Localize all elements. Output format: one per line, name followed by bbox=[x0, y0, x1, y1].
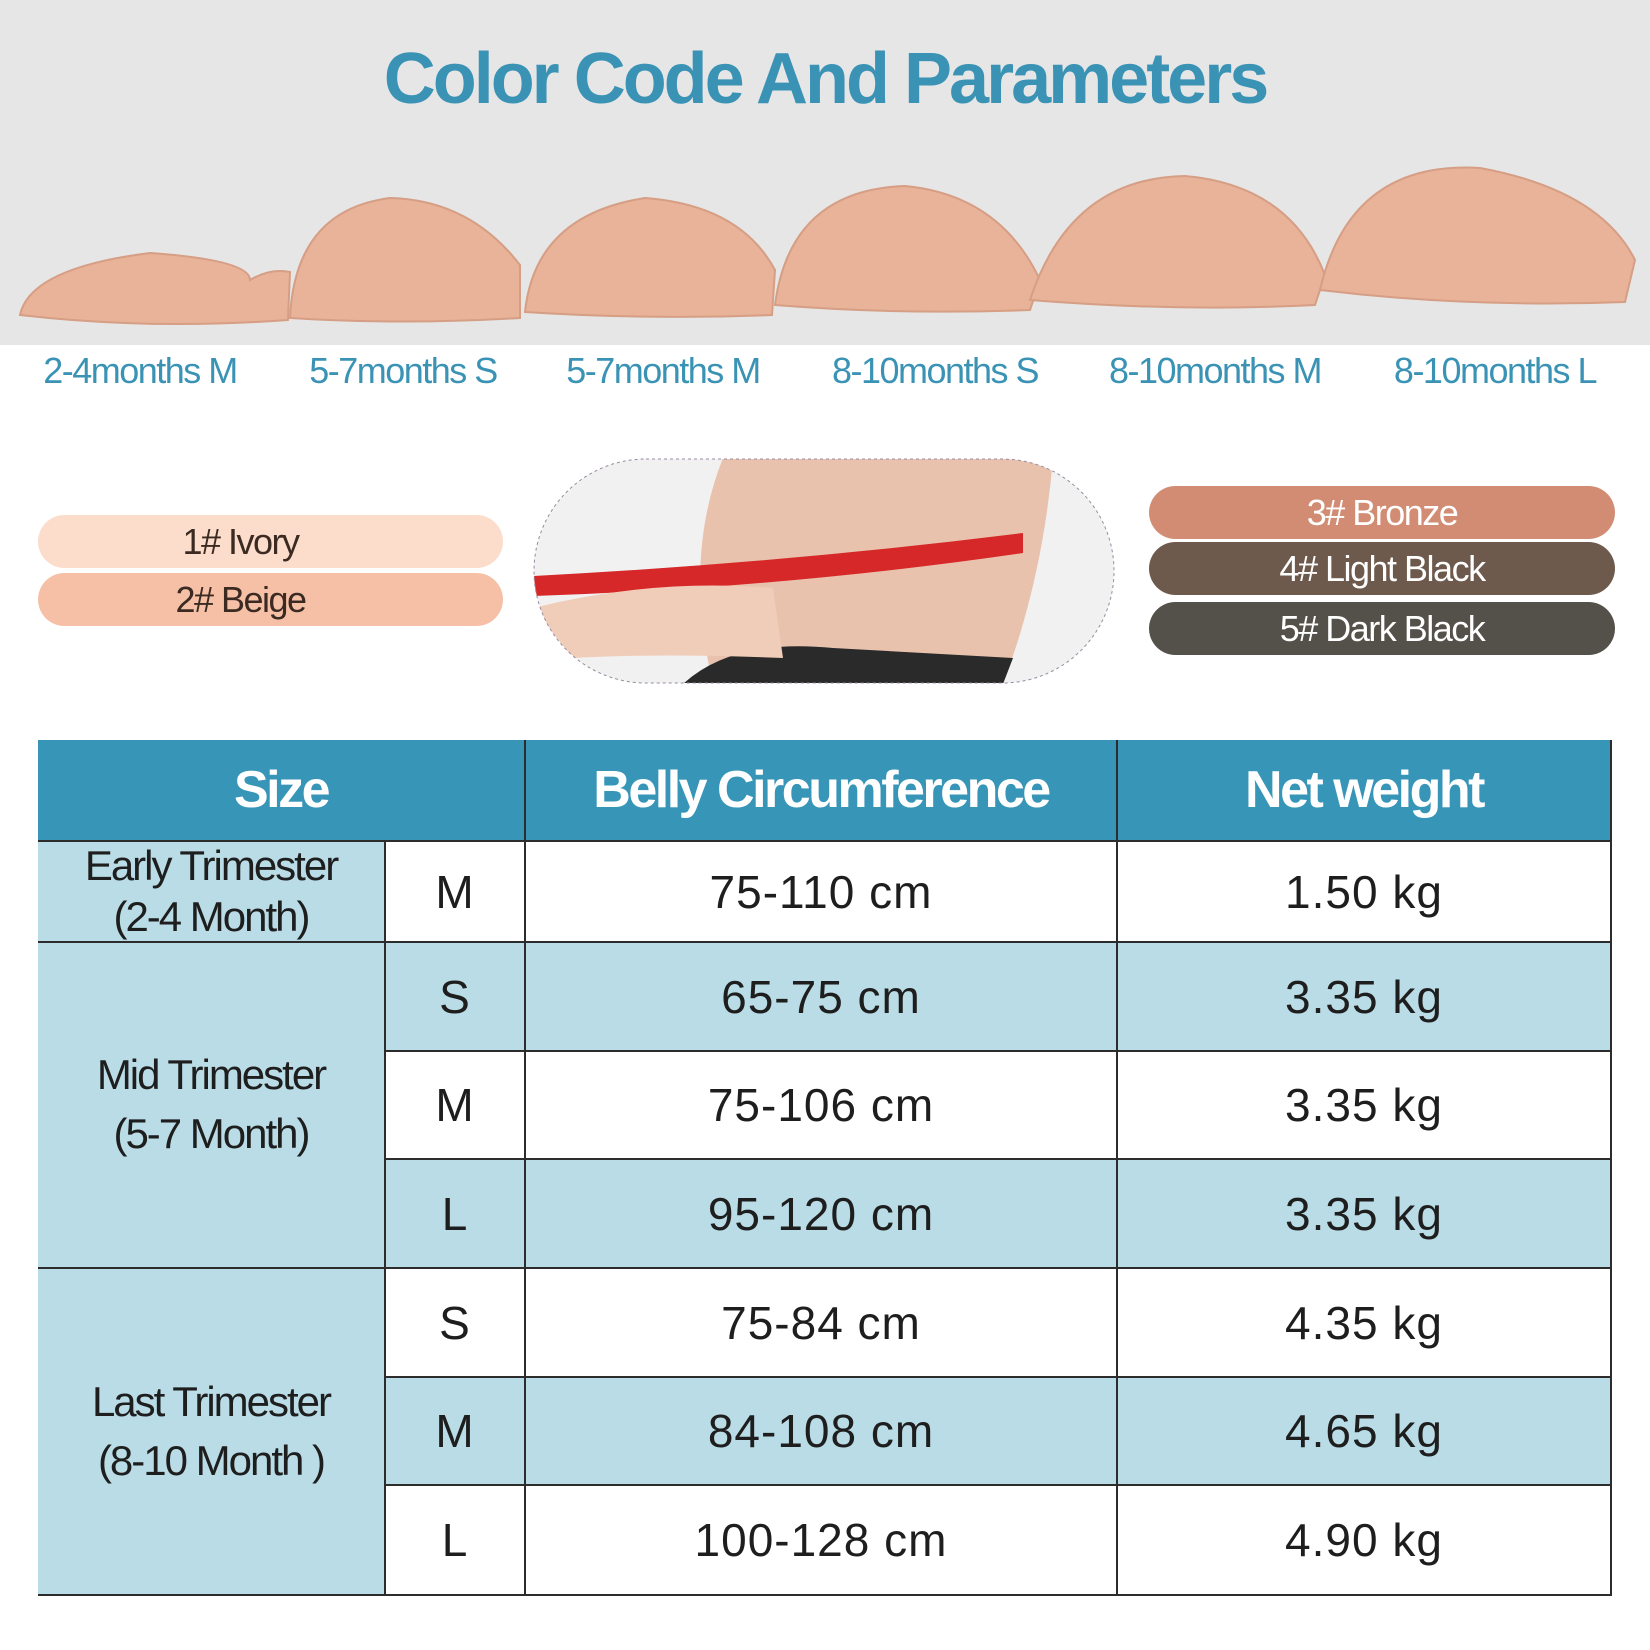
data-cell: 65-75 cm bbox=[526, 943, 1118, 1052]
data-cell: 95-120 cm bbox=[526, 1160, 1118, 1269]
color-pill: 3# Bronze bbox=[1149, 486, 1615, 539]
header-cell: Belly Circumference bbox=[526, 740, 1118, 842]
data-cell: 3.35 kg bbox=[1118, 1052, 1612, 1160]
data-cell: 100-128 cm bbox=[526, 1486, 1118, 1596]
color-pill: 4# Light Black bbox=[1149, 542, 1615, 595]
data-cell: 75-84 cm bbox=[526, 1269, 1118, 1378]
group-label: (8-10 Month ) bbox=[97, 1436, 326, 1484]
data-cell: L bbox=[386, 1486, 526, 1596]
header-cell: Size bbox=[38, 740, 526, 842]
color-pill: 2# Beige bbox=[38, 573, 503, 626]
group-label: Last Trimester bbox=[91, 1377, 332, 1425]
size-label: 5-7months S bbox=[309, 350, 498, 391]
color-pill: 1# Ivory bbox=[38, 515, 503, 568]
photo bbox=[533, 458, 1115, 684]
size-label: 8-10months S bbox=[831, 350, 1040, 391]
header-cell: Net weight bbox=[1118, 740, 1612, 842]
data-cell: 4.65 kg bbox=[1118, 1378, 1612, 1486]
data-cell: L bbox=[386, 1160, 526, 1269]
color-pill: 5# Dark Black bbox=[1149, 602, 1615, 655]
bellies bbox=[18, 166, 1637, 325]
data-cell: 4.90 kg bbox=[1118, 1486, 1612, 1596]
group-label: (2-4 Month) bbox=[113, 892, 310, 940]
group-label: Early Trimester bbox=[84, 842, 339, 890]
size-label: 2-4months M bbox=[43, 350, 238, 391]
group-cell: Last Trimester (8-10 Month ) bbox=[38, 1269, 386, 1596]
data-cell: M bbox=[386, 842, 526, 943]
group-label: (5-7 Month) bbox=[113, 1110, 310, 1157]
data-cell: S bbox=[386, 1269, 526, 1378]
data-cell: 4.35 kg bbox=[1118, 1269, 1612, 1378]
size-label: 8-10months L bbox=[1393, 350, 1598, 391]
size-label: 5-7months M bbox=[566, 350, 761, 391]
group-label: Mid Trimester bbox=[96, 1051, 327, 1099]
data-cell: 1.50 kg bbox=[1118, 842, 1612, 943]
group-cell: Mid Trimester (5-7 Month) bbox=[38, 943, 386, 1269]
data-cell: 75-106 cm bbox=[526, 1052, 1118, 1160]
data-cell: 3.35 kg bbox=[1118, 943, 1612, 1052]
size-label: 8-10months M bbox=[1108, 350, 1323, 391]
data-cell: 3.35 kg bbox=[1118, 1160, 1612, 1269]
group-cell: Early Trimester (2-4 Month) bbox=[38, 842, 386, 943]
data-cell: 75-110 cm bbox=[526, 842, 1118, 943]
data-cell: M bbox=[386, 1378, 526, 1486]
data-cell: M bbox=[386, 1052, 526, 1160]
data-cell: S bbox=[386, 943, 526, 1052]
data-cell: 84-108 cm bbox=[526, 1378, 1118, 1486]
title: Color Code And Parameters bbox=[383, 39, 1270, 119]
